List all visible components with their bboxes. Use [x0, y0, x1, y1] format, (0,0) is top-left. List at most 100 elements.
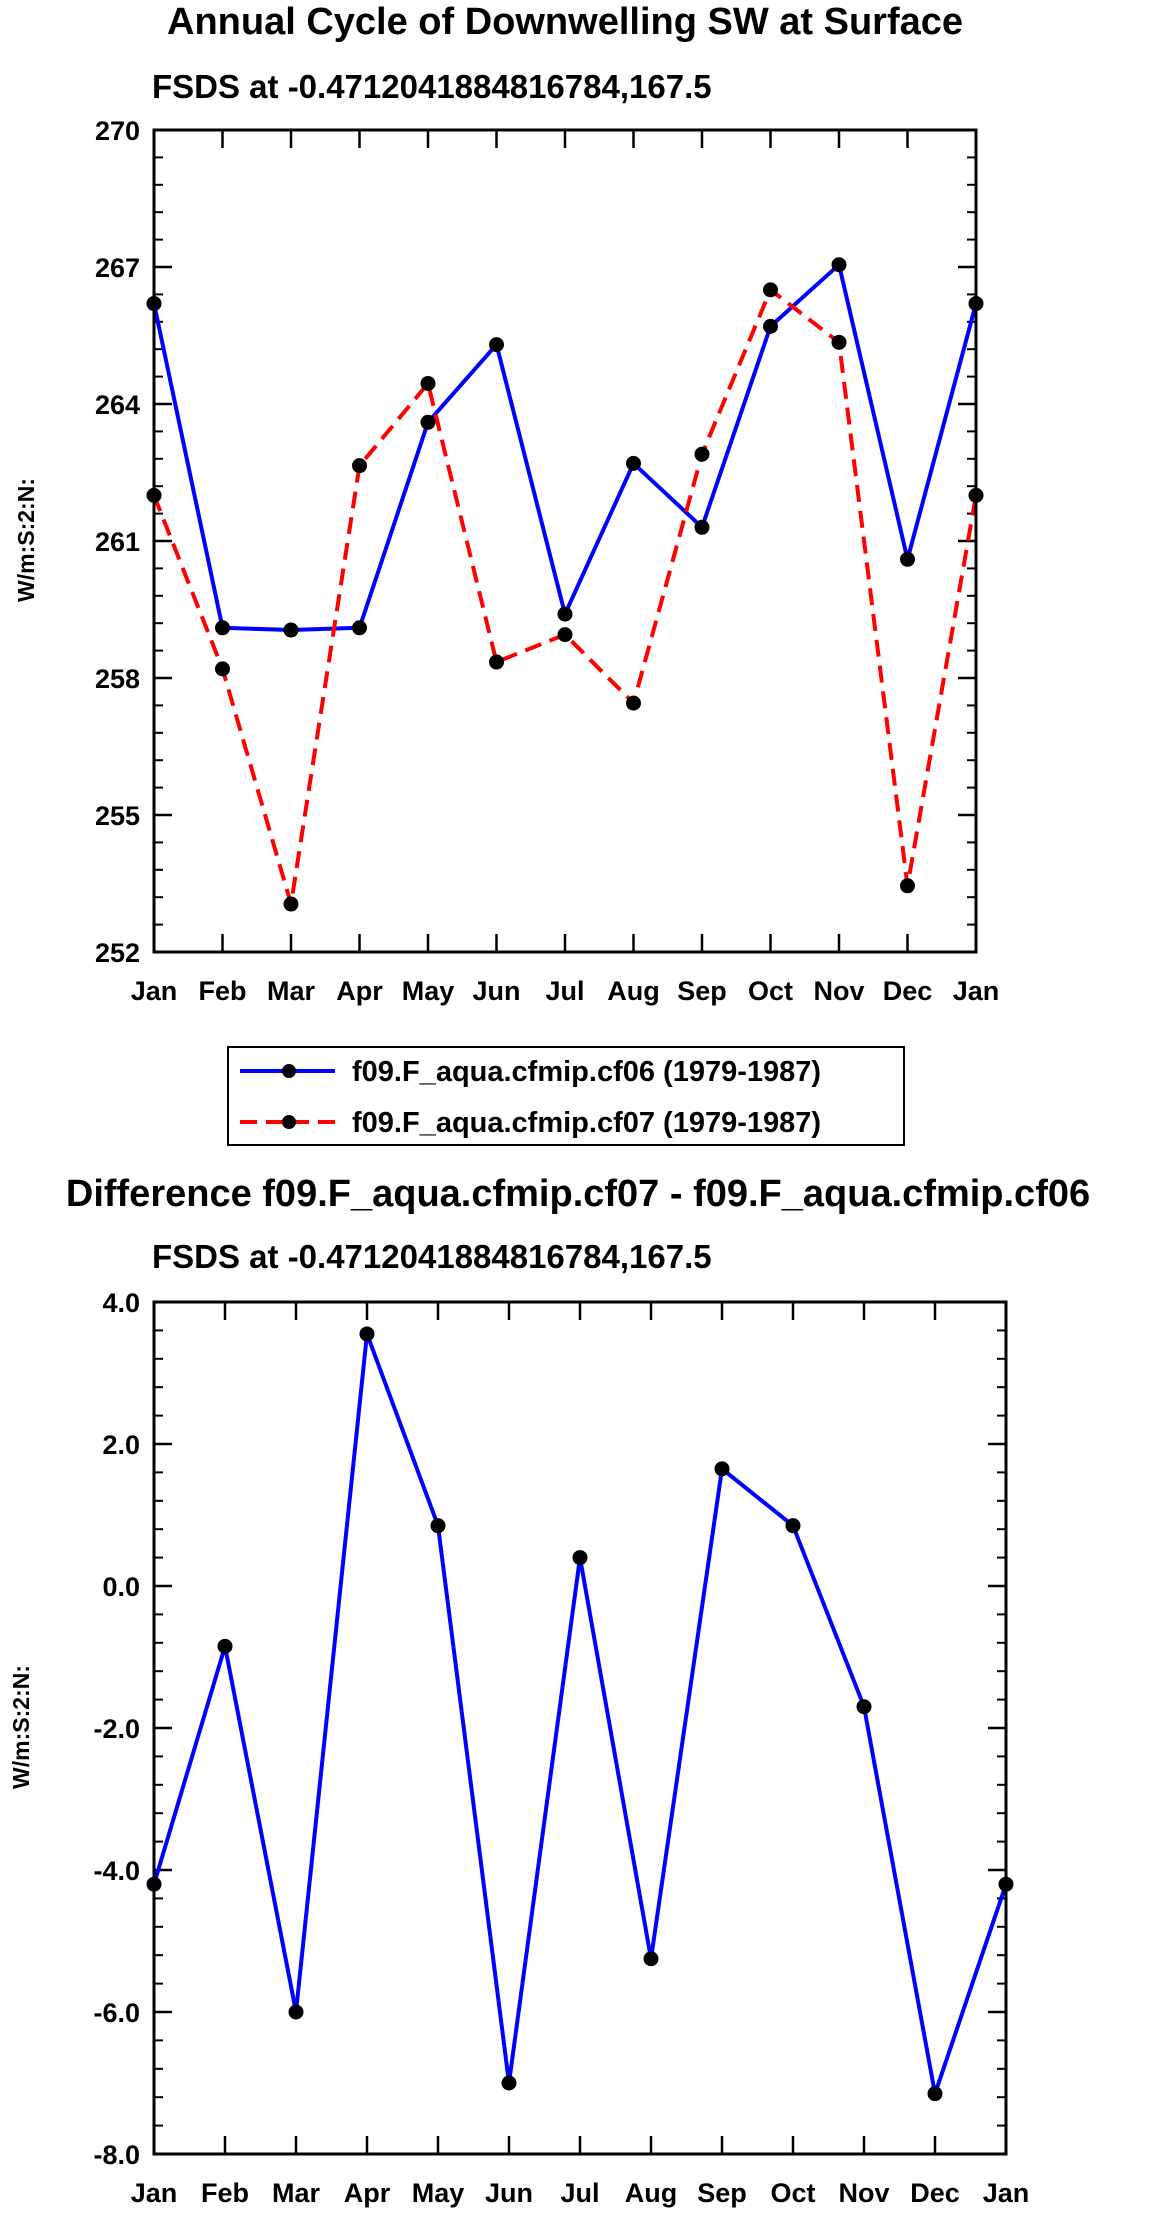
legend-marker-cf06 [282, 1064, 296, 1078]
chart2-series-0-point [927, 2086, 943, 2102]
chart2-y-tick-label: 0.0 [102, 1572, 140, 1602]
chart1-series-1-point [763, 282, 778, 298]
chart1-series-line-1 [152, 287, 978, 906]
chart2-x-tick-label: Apr [344, 2178, 391, 2208]
chart1-x-tick-label: Jan [131, 976, 178, 1006]
chart1-series-1-point [420, 375, 436, 391]
chart2-series-0-point [572, 1550, 588, 1566]
legend: f09.F_aqua.cfmip.cf06 (1979-1987) f09.F_… [227, 1046, 905, 1146]
chart2-series-0-point [359, 1326, 375, 1342]
chart2-series-0-point [217, 1638, 233, 1654]
chart1-y-tick-label: 261 [95, 527, 140, 557]
chart1-x-tick-label: Sep [677, 976, 727, 1006]
chart2-x-tick-label: Jan [131, 2178, 178, 2208]
chart2-subtitle: FSDS at -0.4712041884816784,167.5 [152, 1238, 712, 1275]
chart2-ticks [152, 1300, 1008, 2156]
chart1-series-0-point [420, 414, 436, 430]
chart2-series-0-point [643, 1951, 659, 1967]
chart1-series-0-point [831, 257, 847, 273]
legend-box [227, 1046, 905, 1146]
chart1-series-0-point [215, 620, 230, 636]
chart1-series-0-point [283, 622, 299, 638]
chart2-y-tick-labels: -8.0 -6.0 -4.0 -2.0 0.0 2.0 4.0 [93, 1288, 140, 2170]
chart2-plot-frame [152, 1300, 1008, 2156]
chart1-series [146, 257, 984, 912]
chart1-series-1-point [215, 661, 230, 677]
chart1-x-tick-label: Jan [953, 976, 1000, 1006]
chart2-series-0-point [714, 1461, 730, 1477]
chart2-y-axis-label: W/m:S:2:N: [8, 1665, 34, 1789]
chart1-y-tick-label: 264 [95, 390, 140, 420]
chart1-series-0-point [900, 551, 915, 567]
chart2-x-tick-label: Jul [560, 2178, 599, 2208]
chart2-x-tick-label: May [412, 2178, 465, 2208]
chart1-series-1-point [900, 878, 915, 894]
chart1-y-tick-labels: 252 255 258 261 264 267 270 [95, 116, 140, 968]
chart1-series-0-point [557, 606, 573, 622]
chart1-x-tick-label: Dec [883, 976, 933, 1006]
chart-annual-cycle: Annual Cycle of Downwelling SW at Surfac… [13, 1, 999, 1006]
legend-marker-cf07 [282, 1115, 296, 1129]
chart1-series-0-point [694, 519, 710, 535]
chart1-x-tick-label: Oct [748, 976, 793, 1006]
chart1-ticks [152, 128, 978, 954]
chart2-x-tick-label: Feb [201, 2178, 249, 2208]
chart1-y-tick-label: 255 [95, 801, 140, 831]
chart2-x-tick-label: Jun [485, 2178, 533, 2208]
chart1-plot-frame [152, 128, 978, 954]
chart1-x-tick-label: Nov [813, 976, 864, 1006]
chart1-series-1-point [352, 458, 367, 474]
chart2-y-tick-label: -2.0 [93, 1714, 140, 1744]
chart1-subtitle: FSDS at -0.4712041884816784,167.5 [152, 68, 712, 105]
chart2-series-0-point [856, 1699, 872, 1715]
chart1-series-1-point [694, 446, 710, 462]
chart2-title: Difference f09.F_aqua.cfmip.cf07 - f09.F… [66, 1173, 1090, 1215]
chart2-x-tick-label: Aug [625, 2178, 677, 2208]
chart2-y-tick-label: 2.0 [102, 1430, 140, 1460]
chart1-x-tick-label: Jun [472, 976, 520, 1006]
chart2-y-tick-label: -6.0 [93, 1998, 140, 2028]
chart1-x-tick-labels: Jan Feb Mar Apr May Jun Jul Aug Sep Oct Nov Dec Jan [131, 976, 1000, 1006]
chart2-x-tick-label: Sep [697, 2178, 747, 2208]
chart2-series-0-point [785, 1518, 801, 1534]
chart1-y-axis-label: W/m:S:2:N: [13, 478, 39, 602]
chart1-series-0-point [352, 620, 367, 636]
chart1-x-tick-label: Aug [607, 976, 659, 1006]
chart1-x-tick-label: Feb [198, 976, 246, 1006]
chart1-series-1-point [831, 334, 847, 350]
chart1-x-tick-label: Apr [336, 976, 383, 1006]
chart2-x-tick-label: Oct [770, 2178, 815, 2208]
chart1-series-0-point [626, 455, 641, 471]
chart1-series-1-point [489, 654, 504, 670]
chart1-series-1-point [283, 896, 299, 912]
chart1-series-1-point [557, 627, 573, 643]
legend-label-cf06: f09.F_aqua.cfmip.cf06 (1979-1987) [352, 1056, 821, 1088]
chart2-x-tick-label: Jan [983, 2178, 1030, 2208]
legend-label-cf07: f09.F_aqua.cfmip.cf07 (1979-1987) [352, 1107, 821, 1139]
chart2-x-tick-label: Nov [838, 2178, 889, 2208]
chart1-series-0-point [763, 318, 778, 334]
chart2-y-tick-label: -8.0 [93, 2140, 140, 2170]
chart1-series-1-point [626, 695, 641, 711]
chart2-series-line-0 [152, 1331, 1008, 2096]
chart2-x-tick-labels: Jan Feb Mar Apr May Jun Jul Aug Sep Oct Nov Dec Jan [131, 2178, 1030, 2208]
chart-difference: Difference f09.F_aqua.cfmip.cf07 - f09.F… [8, 1173, 1090, 2208]
chart1-series-0-point [489, 337, 504, 353]
chart2-series-0-point [430, 1518, 446, 1534]
chart1-title: Annual Cycle of Downwelling SW at Surfac… [167, 1, 963, 43]
chart1-y-tick-label: 252 [95, 938, 140, 968]
chart1-y-tick-label: 270 [95, 116, 140, 146]
chart1-x-tick-label: Mar [267, 976, 316, 1006]
chart2-series-0-point [288, 2004, 304, 2020]
chart2-x-tick-label: Mar [272, 2178, 321, 2208]
chart2-series [146, 1326, 1014, 2102]
chart2-x-tick-label: Dec [910, 2178, 960, 2208]
chart2-y-tick-label: -4.0 [93, 1856, 140, 1886]
chart1-x-tick-label: Jul [545, 976, 584, 1006]
chart1-y-tick-label: 258 [95, 664, 140, 694]
chart1-x-tick-label: May [402, 976, 455, 1006]
chart2-series-0-point [501, 2075, 517, 2091]
chart1-y-tick-label: 267 [95, 253, 140, 283]
chart2-y-tick-label: 4.0 [102, 1288, 140, 1318]
